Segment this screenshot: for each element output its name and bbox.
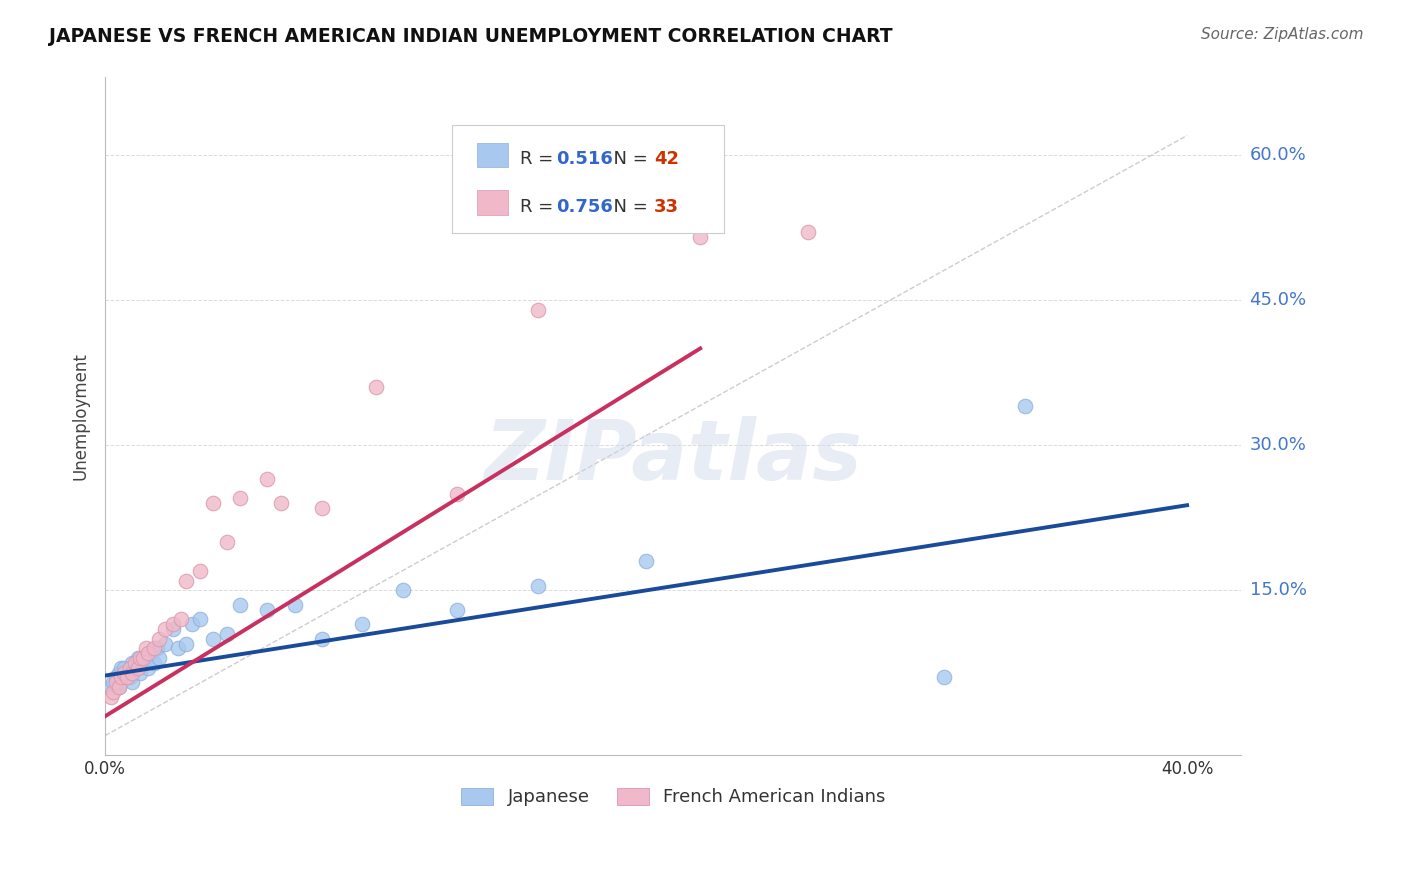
Point — [103, 685, 125, 699]
FancyBboxPatch shape — [477, 190, 509, 215]
Point — [162, 622, 184, 636]
Point — [229, 491, 252, 506]
Point — [118, 671, 141, 685]
Point — [141, 646, 163, 660]
Point — [188, 612, 211, 626]
Point — [110, 675, 132, 690]
Point — [135, 641, 157, 656]
Text: R =: R = — [520, 150, 558, 169]
Point — [352, 617, 374, 632]
Point — [932, 671, 955, 685]
Point — [170, 612, 193, 626]
Point — [118, 661, 141, 675]
Point — [145, 641, 167, 656]
Point — [129, 651, 152, 665]
Point — [311, 632, 333, 646]
Point — [215, 627, 238, 641]
Point — [138, 661, 160, 675]
Point — [176, 637, 198, 651]
Point — [364, 380, 387, 394]
Point — [153, 622, 176, 636]
Point — [138, 646, 160, 660]
Point — [636, 554, 658, 568]
Point — [256, 603, 278, 617]
Point — [202, 632, 225, 646]
Text: Source: ZipAtlas.com: Source: ZipAtlas.com — [1201, 27, 1364, 42]
Point — [142, 641, 165, 656]
Point — [129, 665, 152, 680]
Text: 60.0%: 60.0% — [1250, 146, 1306, 164]
Text: ZIPatlas: ZIPatlas — [484, 417, 862, 498]
FancyBboxPatch shape — [477, 143, 509, 168]
Point — [103, 675, 125, 690]
Y-axis label: Unemployment: Unemployment — [72, 352, 89, 480]
Text: 0.516: 0.516 — [557, 150, 613, 169]
Point — [107, 680, 129, 694]
Point — [121, 675, 143, 690]
Point — [446, 603, 468, 617]
Point — [256, 472, 278, 486]
Point — [105, 671, 128, 685]
Point — [188, 564, 211, 578]
Point — [105, 675, 128, 690]
Text: 45.0%: 45.0% — [1250, 291, 1306, 309]
Point — [107, 680, 129, 694]
Point — [148, 632, 170, 646]
Point — [124, 661, 146, 675]
Point — [127, 661, 149, 675]
Point — [107, 665, 129, 680]
Point — [689, 230, 711, 244]
Text: 0.756: 0.756 — [557, 198, 613, 216]
Text: 33: 33 — [654, 198, 679, 216]
Point — [270, 496, 292, 510]
Point — [112, 665, 135, 680]
Point — [283, 598, 305, 612]
Point — [153, 637, 176, 651]
Point — [127, 651, 149, 665]
Point — [100, 680, 122, 694]
Point — [110, 661, 132, 675]
Point — [142, 656, 165, 670]
Point — [215, 535, 238, 549]
Point — [110, 671, 132, 685]
Point — [527, 302, 550, 317]
Point — [180, 617, 202, 632]
Text: 42: 42 — [654, 150, 679, 169]
Point — [132, 651, 155, 665]
Point — [1014, 400, 1036, 414]
Text: N =: N = — [602, 150, 654, 169]
Point — [112, 671, 135, 685]
Point — [132, 656, 155, 670]
Point — [229, 598, 252, 612]
Point — [115, 665, 138, 680]
Point — [311, 501, 333, 516]
Point — [202, 496, 225, 510]
Point — [121, 656, 143, 670]
Point — [124, 656, 146, 670]
Point — [446, 486, 468, 500]
Text: N =: N = — [602, 198, 654, 216]
Text: JAPANESE VS FRENCH AMERICAN INDIAN UNEMPLOYMENT CORRELATION CHART: JAPANESE VS FRENCH AMERICAN INDIAN UNEMP… — [49, 27, 893, 45]
Text: 15.0%: 15.0% — [1250, 582, 1306, 599]
Point — [527, 578, 550, 592]
Point — [121, 665, 143, 680]
Point — [112, 661, 135, 675]
Point — [135, 651, 157, 665]
Point — [391, 583, 413, 598]
Point — [162, 617, 184, 632]
Text: R =: R = — [520, 198, 558, 216]
Point — [176, 574, 198, 588]
FancyBboxPatch shape — [451, 125, 724, 233]
Point — [148, 651, 170, 665]
Point — [167, 641, 190, 656]
Text: 30.0%: 30.0% — [1250, 436, 1306, 454]
Legend: Japanese, French American Indians: Japanese, French American Indians — [453, 780, 893, 814]
Point — [115, 671, 138, 685]
Point — [100, 690, 122, 704]
Point — [797, 225, 820, 239]
